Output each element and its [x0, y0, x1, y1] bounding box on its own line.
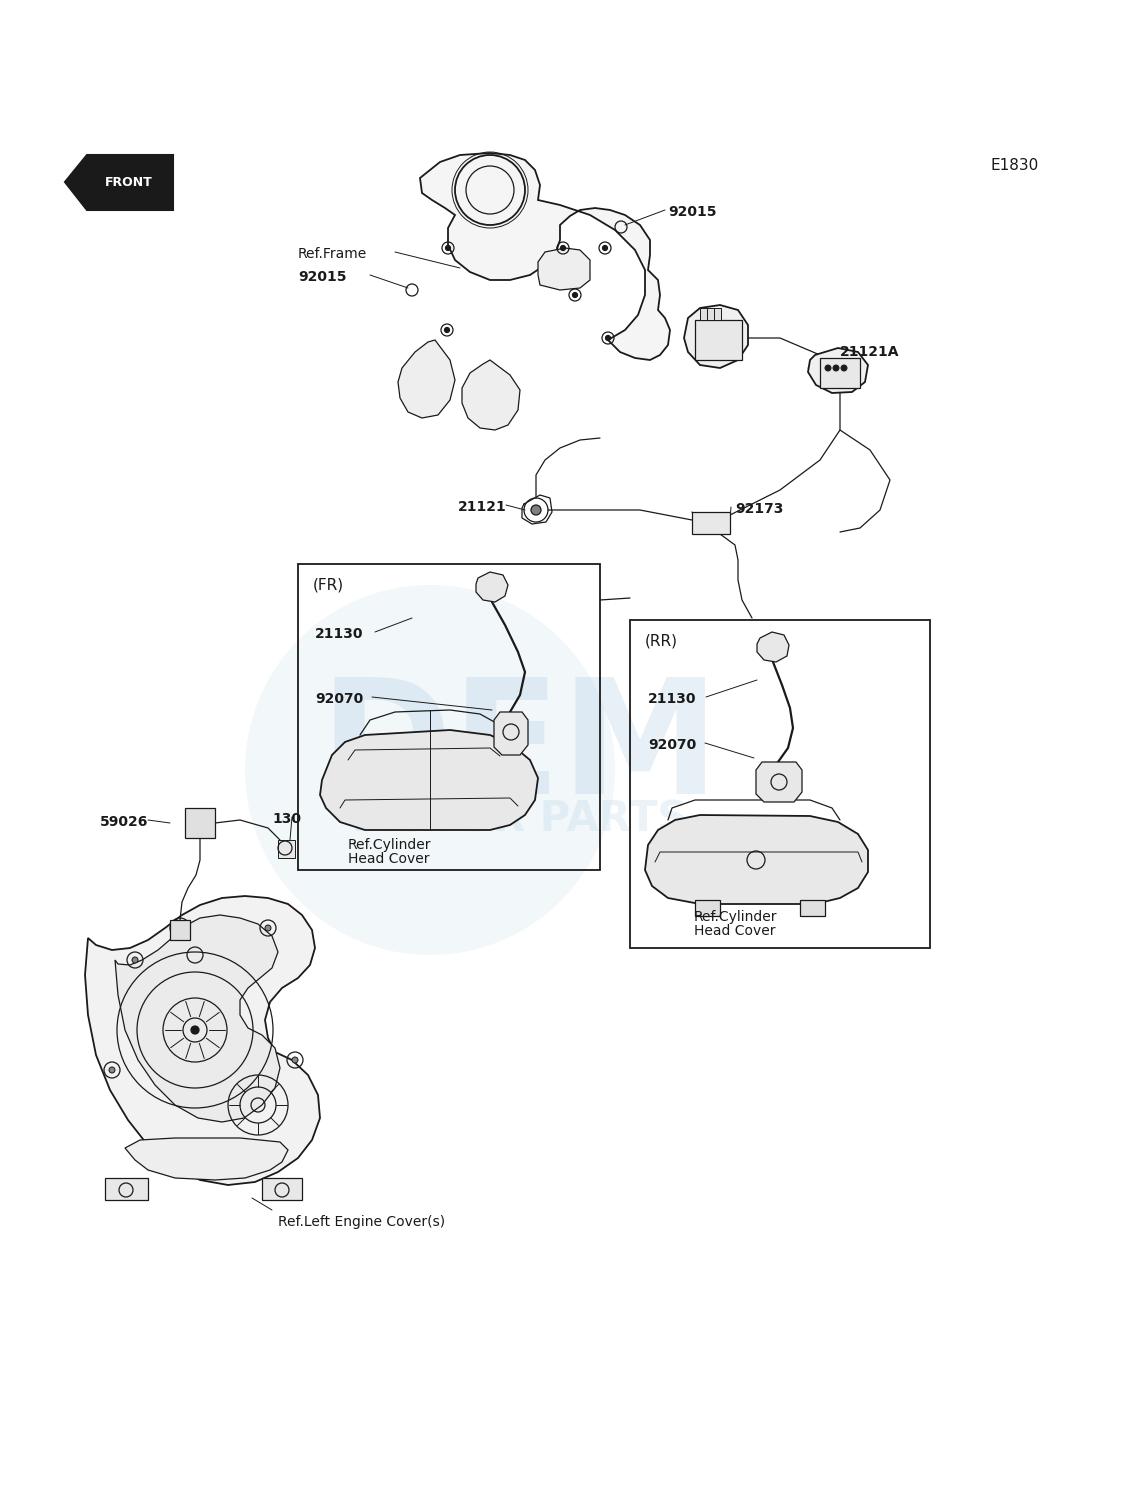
Bar — [695, 901, 720, 916]
Text: (RR): (RR) — [645, 633, 678, 648]
Text: MOTOR PARTS: MOTOR PARTS — [352, 799, 688, 841]
Text: DEM: DEM — [319, 672, 720, 827]
Text: E1830: E1830 — [990, 158, 1038, 173]
Circle shape — [109, 1067, 115, 1073]
Circle shape — [292, 1057, 298, 1063]
Text: FRONT: FRONT — [106, 176, 153, 189]
Circle shape — [573, 293, 577, 297]
Text: 92173: 92173 — [735, 501, 783, 516]
Bar — [185, 808, 215, 838]
Bar — [262, 1178, 302, 1199]
Bar — [700, 308, 707, 320]
Polygon shape — [85, 896, 320, 1184]
Polygon shape — [494, 711, 528, 755]
Polygon shape — [757, 632, 789, 662]
Text: Head Cover: Head Cover — [695, 925, 776, 938]
Text: 130: 130 — [272, 812, 301, 826]
Polygon shape — [684, 305, 748, 368]
Text: 21121: 21121 — [458, 500, 506, 513]
Circle shape — [444, 327, 450, 333]
Text: 92070: 92070 — [647, 738, 696, 752]
Circle shape — [603, 246, 607, 251]
Polygon shape — [476, 572, 509, 602]
Polygon shape — [757, 763, 802, 802]
Circle shape — [265, 925, 271, 931]
Bar — [692, 512, 730, 534]
Circle shape — [191, 1027, 199, 1034]
Circle shape — [605, 336, 611, 341]
Text: Head Cover: Head Cover — [348, 853, 429, 866]
Text: 21121A: 21121A — [840, 345, 900, 359]
Polygon shape — [461, 360, 520, 429]
Text: 59026: 59026 — [100, 815, 148, 829]
Text: Ref.Cylinder: Ref.Cylinder — [695, 910, 777, 925]
Bar — [707, 308, 714, 320]
Bar — [630, 620, 930, 949]
Polygon shape — [125, 1138, 288, 1180]
Text: 92070: 92070 — [315, 692, 363, 705]
Bar — [104, 1178, 148, 1199]
Text: 21130: 21130 — [315, 627, 364, 641]
Polygon shape — [115, 916, 280, 1123]
Bar — [820, 359, 860, 387]
Bar — [298, 564, 600, 871]
Circle shape — [841, 365, 847, 371]
Bar — [800, 901, 825, 916]
Polygon shape — [398, 341, 455, 417]
Circle shape — [825, 365, 831, 371]
Circle shape — [560, 246, 566, 251]
Bar — [695, 320, 742, 360]
Circle shape — [833, 365, 839, 371]
Text: Ref.Left Engine Cover(s): Ref.Left Engine Cover(s) — [278, 1214, 445, 1229]
Text: 92015: 92015 — [298, 270, 347, 284]
Text: Ref.Cylinder: Ref.Cylinder — [348, 838, 432, 853]
Circle shape — [532, 504, 541, 515]
Text: 21130: 21130 — [647, 692, 697, 705]
Text: 92015: 92015 — [668, 206, 716, 219]
Circle shape — [245, 585, 615, 955]
Bar — [278, 841, 295, 859]
Circle shape — [132, 958, 138, 964]
Polygon shape — [538, 248, 590, 290]
Bar — [714, 308, 721, 320]
Polygon shape — [645, 815, 868, 904]
Polygon shape — [420, 153, 670, 360]
Circle shape — [445, 246, 450, 251]
Polygon shape — [320, 729, 538, 830]
Polygon shape — [808, 348, 868, 393]
Polygon shape — [65, 155, 173, 210]
Text: (FR): (FR) — [313, 578, 344, 593]
Text: Ref.Frame: Ref.Frame — [298, 248, 367, 261]
Bar — [170, 920, 191, 940]
